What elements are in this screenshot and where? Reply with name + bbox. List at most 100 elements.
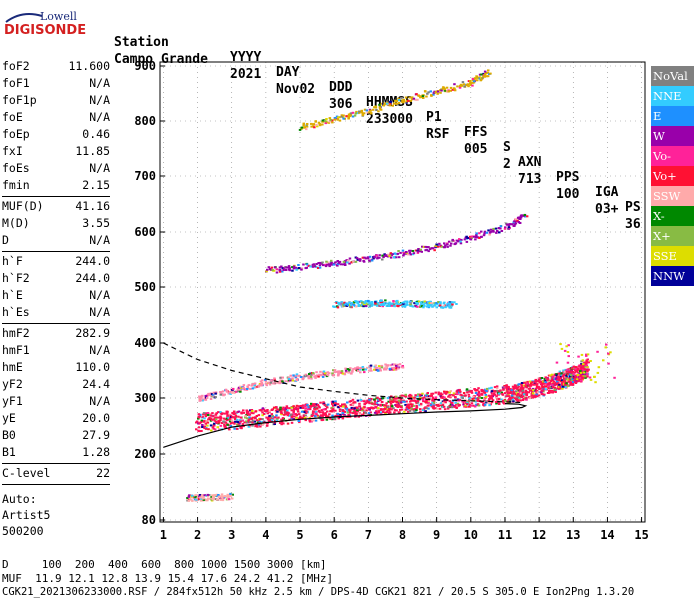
echo-point bbox=[548, 379, 551, 382]
echo-point bbox=[400, 401, 403, 404]
echo-point bbox=[320, 409, 324, 412]
echo-point bbox=[222, 420, 225, 423]
echo-point bbox=[471, 78, 475, 80]
echo-point bbox=[414, 410, 417, 413]
echo-point bbox=[202, 495, 205, 498]
echo-point bbox=[586, 375, 589, 378]
echo-point bbox=[261, 421, 264, 424]
echo-point bbox=[404, 393, 407, 396]
echo-point bbox=[309, 405, 312, 408]
echo-point bbox=[469, 404, 473, 407]
echo-point bbox=[325, 260, 328, 263]
echo-point bbox=[310, 415, 313, 418]
echo-point bbox=[421, 95, 425, 98]
echo-point bbox=[212, 391, 216, 394]
echo-point bbox=[384, 366, 388, 369]
echo-point bbox=[251, 419, 255, 422]
echo-point bbox=[424, 302, 427, 305]
echo-point bbox=[437, 245, 440, 248]
echo-point bbox=[281, 408, 284, 411]
echo-point bbox=[249, 387, 252, 390]
echo-point bbox=[219, 415, 222, 418]
echo-point bbox=[270, 418, 274, 421]
echo-point bbox=[442, 87, 446, 90]
echo-point bbox=[414, 399, 417, 402]
echo-point bbox=[291, 266, 294, 269]
echo-point bbox=[534, 387, 538, 390]
echo-point bbox=[333, 306, 336, 308]
echo-point bbox=[358, 402, 361, 405]
echo-point bbox=[522, 393, 526, 396]
echo-point bbox=[230, 391, 234, 394]
echo-point bbox=[435, 302, 438, 304]
echo-point bbox=[430, 94, 433, 97]
echo-point bbox=[221, 499, 225, 502]
echo-point bbox=[566, 384, 569, 387]
echo-point bbox=[396, 397, 399, 400]
echo-point bbox=[278, 421, 282, 424]
echo-point bbox=[427, 246, 430, 249]
echo-point bbox=[553, 384, 557, 387]
echo-point bbox=[306, 403, 309, 406]
echo-point bbox=[489, 397, 492, 400]
echo-point bbox=[435, 303, 439, 306]
echo-point bbox=[271, 269, 274, 271]
echo-point bbox=[373, 256, 376, 259]
echo-point bbox=[262, 408, 266, 411]
echo-point bbox=[216, 498, 219, 501]
param-group-critical: foF2 11.600 foF1 N/A foF1p N/A foE N/A foEp 0… bbox=[2, 58, 110, 194]
echo-point bbox=[536, 391, 540, 394]
echo-point bbox=[226, 494, 230, 497]
echo-point bbox=[203, 396, 207, 399]
echo-point bbox=[357, 303, 361, 306]
echo-point bbox=[560, 379, 564, 382]
echo-point bbox=[565, 370, 569, 373]
echo-point bbox=[490, 397, 494, 400]
echo-point bbox=[434, 396, 438, 399]
echo-point bbox=[558, 387, 561, 390]
echo-point bbox=[281, 417, 285, 420]
echo-point bbox=[463, 85, 466, 88]
echo-point bbox=[234, 412, 237, 415]
echo-point bbox=[204, 415, 208, 418]
echo-point bbox=[379, 404, 382, 407]
echo-point bbox=[485, 390, 488, 392]
echo-point bbox=[559, 379, 562, 382]
echo-point bbox=[482, 234, 486, 237]
echo-point bbox=[582, 365, 585, 367]
echo-point bbox=[397, 97, 400, 100]
param-group-profile: hmF2 282.9 hmF1 N/A hmE 110.0 yF2 24.4 yF1 N/… bbox=[2, 325, 110, 461]
echo-point bbox=[586, 353, 590, 356]
echo-point bbox=[466, 391, 469, 394]
echo-point bbox=[409, 403, 413, 406]
echo-point bbox=[227, 392, 230, 395]
echo-point bbox=[338, 408, 342, 411]
echo-point bbox=[344, 264, 347, 266]
echo-point bbox=[307, 377, 311, 380]
echo-point bbox=[483, 73, 487, 76]
param-row: B1 1.28 bbox=[2, 445, 110, 459]
echo-point bbox=[434, 91, 438, 94]
echo-point bbox=[486, 75, 490, 78]
echo-point bbox=[585, 353, 588, 356]
echo-point bbox=[245, 417, 249, 420]
echo-point bbox=[406, 253, 410, 256]
echo-point bbox=[433, 249, 436, 252]
echo-point bbox=[341, 403, 344, 406]
echo-point bbox=[229, 414, 232, 417]
echo-point bbox=[322, 119, 326, 121]
echo-point bbox=[509, 392, 512, 395]
echo-point bbox=[391, 104, 394, 107]
echo-point bbox=[288, 407, 291, 410]
echo-point bbox=[230, 419, 234, 422]
echo-point bbox=[360, 109, 363, 112]
echo-point bbox=[367, 401, 370, 403]
echo-point bbox=[362, 305, 365, 308]
echo-point bbox=[575, 370, 578, 373]
echo-point bbox=[211, 394, 215, 397]
echo-point bbox=[280, 421, 284, 424]
echo-point bbox=[198, 395, 201, 398]
echo-point bbox=[485, 400, 488, 403]
echo-point bbox=[259, 425, 262, 428]
echo-point bbox=[412, 399, 415, 402]
